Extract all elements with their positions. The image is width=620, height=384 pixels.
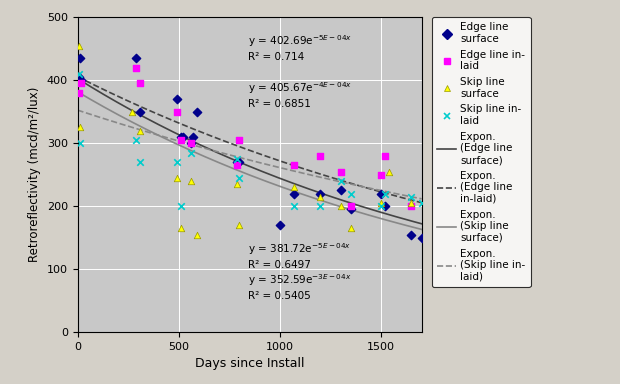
Point — [234, 159, 244, 165]
Point — [135, 127, 145, 134]
Point — [407, 232, 417, 238]
Point — [172, 96, 182, 102]
Point — [232, 156, 242, 162]
Point — [232, 162, 242, 168]
Point — [316, 190, 326, 197]
Point — [316, 203, 326, 209]
Point — [186, 178, 196, 184]
Point — [176, 137, 186, 143]
Point — [74, 74, 84, 80]
Point — [135, 159, 145, 165]
Point — [376, 203, 386, 209]
Point — [346, 203, 356, 209]
Point — [407, 194, 417, 200]
Point — [74, 140, 84, 146]
Point — [289, 184, 299, 190]
Point — [234, 175, 244, 181]
Point — [131, 137, 141, 143]
Text: y = 352.59e$^{-3E-04x}$
R² = 0.5405: y = 352.59e$^{-3E-04x}$ R² = 0.5405 — [247, 272, 351, 301]
Text: y = 405.67e$^{-4E-04x}$
R² = 0.6851: y = 405.67e$^{-4E-04x}$ R² = 0.6851 — [247, 80, 352, 109]
Point — [192, 109, 202, 115]
Point — [127, 109, 137, 115]
Point — [74, 90, 84, 96]
X-axis label: Days since Install: Days since Install — [195, 358, 304, 371]
Point — [135, 80, 145, 86]
Point — [186, 150, 196, 156]
Point — [417, 200, 427, 206]
Point — [192, 232, 202, 238]
Y-axis label: Retroreflectivity (mcd/m²/lux): Retroreflectivity (mcd/m²/lux) — [28, 87, 41, 262]
Point — [275, 222, 285, 228]
Point — [172, 175, 182, 181]
Point — [376, 190, 386, 197]
Point — [232, 181, 242, 187]
Point — [76, 77, 86, 83]
Point — [335, 178, 345, 184]
Point — [234, 222, 244, 228]
Point — [74, 43, 84, 49]
Point — [417, 235, 427, 241]
Point — [186, 140, 196, 146]
Point — [380, 190, 390, 197]
Point — [376, 200, 386, 206]
Point — [289, 162, 299, 168]
Point — [178, 134, 188, 140]
Text: y = 381.72e$^{-5E-04x}$
R² = 0.6497: y = 381.72e$^{-5E-04x}$ R² = 0.6497 — [247, 241, 351, 270]
Point — [335, 203, 345, 209]
Point — [188, 134, 198, 140]
Point — [316, 194, 326, 200]
Point — [135, 109, 145, 115]
Point — [380, 153, 390, 159]
Point — [186, 140, 196, 146]
Point — [346, 206, 356, 212]
Point — [172, 109, 182, 115]
Point — [74, 71, 84, 77]
Point — [346, 225, 356, 231]
Point — [232, 159, 242, 165]
Point — [172, 159, 182, 165]
Point — [131, 65, 141, 71]
Point — [76, 80, 86, 86]
Point — [384, 169, 394, 175]
Point — [335, 187, 345, 194]
Point — [289, 203, 299, 209]
Point — [176, 134, 186, 140]
Point — [407, 203, 417, 209]
Point — [316, 153, 326, 159]
Point — [176, 225, 186, 231]
Point — [131, 55, 141, 61]
Legend: Edge line
surface, Edge line in-
laid, Skip line
surface, Skip line in-
laid, Ex: Edge line surface, Edge line in- laid, S… — [432, 17, 531, 287]
Point — [335, 169, 345, 175]
Point — [376, 172, 386, 178]
Point — [74, 124, 84, 131]
Point — [234, 137, 244, 143]
Point — [74, 55, 84, 61]
Point — [346, 190, 356, 197]
Point — [407, 200, 417, 206]
Point — [380, 203, 390, 209]
Text: y = 402.69e$^{-5E-04x}$
R² = 0.714: y = 402.69e$^{-5E-04x}$ R² = 0.714 — [247, 33, 352, 62]
Point — [176, 203, 186, 209]
Point — [289, 190, 299, 197]
